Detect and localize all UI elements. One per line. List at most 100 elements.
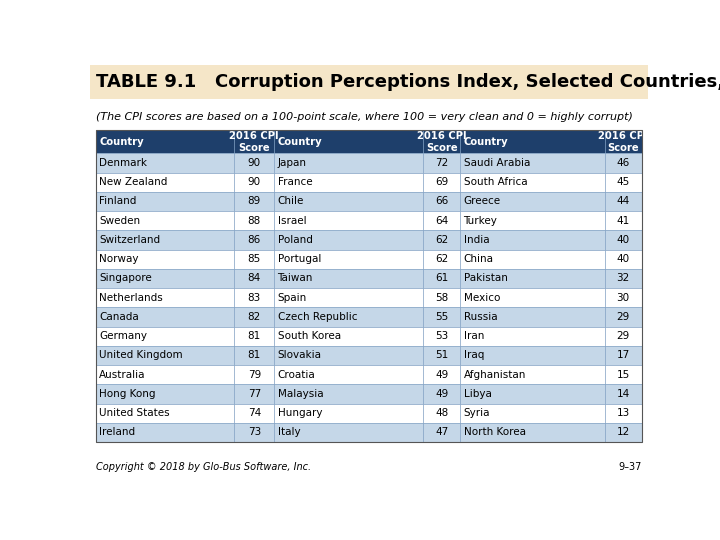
Text: 46: 46 [616, 158, 630, 168]
Text: Australia: Australia [99, 370, 145, 380]
Text: France: France [277, 177, 312, 187]
FancyBboxPatch shape [461, 384, 605, 403]
FancyBboxPatch shape [234, 307, 274, 327]
Text: 86: 86 [248, 235, 261, 245]
FancyBboxPatch shape [274, 231, 423, 249]
FancyBboxPatch shape [274, 384, 423, 403]
FancyBboxPatch shape [461, 130, 605, 153]
FancyBboxPatch shape [461, 173, 605, 192]
Text: 14: 14 [616, 389, 630, 399]
Text: 49: 49 [435, 389, 449, 399]
Text: 2016 CPI
Score: 2016 CPI Score [598, 131, 648, 153]
FancyBboxPatch shape [234, 211, 274, 231]
FancyBboxPatch shape [234, 346, 274, 365]
Text: 49: 49 [435, 370, 449, 380]
Text: Iraq: Iraq [464, 350, 484, 361]
Text: Sweden: Sweden [99, 215, 140, 226]
Text: Spain: Spain [277, 293, 307, 303]
FancyBboxPatch shape [423, 288, 461, 307]
Text: 48: 48 [435, 408, 449, 418]
FancyBboxPatch shape [461, 365, 605, 384]
Text: Denmark: Denmark [99, 158, 148, 168]
FancyBboxPatch shape [96, 307, 234, 327]
FancyBboxPatch shape [96, 173, 234, 192]
Text: Singapore: Singapore [99, 273, 152, 284]
Text: 90: 90 [248, 158, 261, 168]
Text: 2016 CPI
Score: 2016 CPI Score [417, 131, 467, 153]
Text: 29: 29 [616, 312, 630, 322]
FancyBboxPatch shape [461, 423, 605, 442]
FancyBboxPatch shape [605, 346, 642, 365]
Text: Switzerland: Switzerland [99, 235, 161, 245]
FancyBboxPatch shape [605, 423, 642, 442]
FancyBboxPatch shape [234, 327, 274, 346]
FancyBboxPatch shape [605, 249, 642, 269]
FancyBboxPatch shape [96, 269, 234, 288]
Text: 29: 29 [616, 331, 630, 341]
Text: (The CPI scores are based on a 100-point scale, where 100 = very clean and 0 = h: (The CPI scores are based on a 100-point… [96, 112, 633, 122]
Text: Hong Kong: Hong Kong [99, 389, 156, 399]
FancyBboxPatch shape [234, 269, 274, 288]
Text: Poland: Poland [277, 235, 312, 245]
FancyBboxPatch shape [461, 327, 605, 346]
Text: Copyright © 2018 by Glo-Bus Software, Inc.: Copyright © 2018 by Glo-Bus Software, In… [96, 462, 311, 472]
Text: 9–37: 9–37 [618, 462, 642, 472]
FancyBboxPatch shape [461, 346, 605, 365]
Text: South Africa: South Africa [464, 177, 527, 187]
FancyBboxPatch shape [96, 288, 234, 307]
Text: 89: 89 [248, 197, 261, 206]
Text: Portugal: Portugal [277, 254, 321, 264]
FancyBboxPatch shape [274, 269, 423, 288]
FancyBboxPatch shape [423, 327, 461, 346]
Text: North Korea: North Korea [464, 428, 526, 437]
FancyBboxPatch shape [423, 173, 461, 192]
Text: Hungary: Hungary [277, 408, 322, 418]
Text: TABLE 9.1   Corruption Perceptions Index, Selected Countries, 2016: TABLE 9.1 Corruption Perceptions Index, … [96, 73, 720, 91]
Text: Croatia: Croatia [277, 370, 315, 380]
FancyBboxPatch shape [234, 130, 274, 153]
FancyBboxPatch shape [96, 327, 234, 346]
FancyBboxPatch shape [96, 153, 234, 173]
Text: 15: 15 [616, 370, 630, 380]
Text: 61: 61 [435, 273, 449, 284]
FancyBboxPatch shape [96, 423, 234, 442]
Text: Netherlands: Netherlands [99, 293, 163, 303]
Text: 45: 45 [616, 177, 630, 187]
Text: 40: 40 [616, 254, 630, 264]
FancyBboxPatch shape [274, 153, 423, 173]
Text: Pakistan: Pakistan [464, 273, 508, 284]
FancyBboxPatch shape [605, 153, 642, 173]
FancyBboxPatch shape [423, 365, 461, 384]
FancyBboxPatch shape [96, 249, 234, 269]
FancyBboxPatch shape [423, 423, 461, 442]
Text: United Kingdom: United Kingdom [99, 350, 183, 361]
Text: China: China [464, 254, 493, 264]
FancyBboxPatch shape [461, 249, 605, 269]
FancyBboxPatch shape [423, 130, 461, 153]
Text: Russia: Russia [464, 312, 498, 322]
FancyBboxPatch shape [605, 173, 642, 192]
FancyBboxPatch shape [234, 231, 274, 249]
FancyBboxPatch shape [461, 153, 605, 173]
Text: 82: 82 [248, 312, 261, 322]
Text: 13: 13 [616, 408, 630, 418]
Text: Italy: Italy [277, 428, 300, 437]
Text: 55: 55 [435, 312, 449, 322]
Text: 62: 62 [435, 254, 449, 264]
FancyBboxPatch shape [90, 65, 648, 99]
FancyBboxPatch shape [96, 231, 234, 249]
FancyBboxPatch shape [234, 403, 274, 423]
FancyBboxPatch shape [274, 288, 423, 307]
Text: 88: 88 [248, 215, 261, 226]
FancyBboxPatch shape [605, 130, 642, 153]
FancyBboxPatch shape [461, 211, 605, 231]
FancyBboxPatch shape [234, 153, 274, 173]
FancyBboxPatch shape [96, 346, 234, 365]
Text: Ireland: Ireland [99, 428, 135, 437]
Text: Country: Country [277, 137, 322, 147]
FancyBboxPatch shape [423, 403, 461, 423]
FancyBboxPatch shape [605, 269, 642, 288]
FancyBboxPatch shape [274, 192, 423, 211]
Text: South Korea: South Korea [277, 331, 341, 341]
Text: Country: Country [464, 137, 508, 147]
